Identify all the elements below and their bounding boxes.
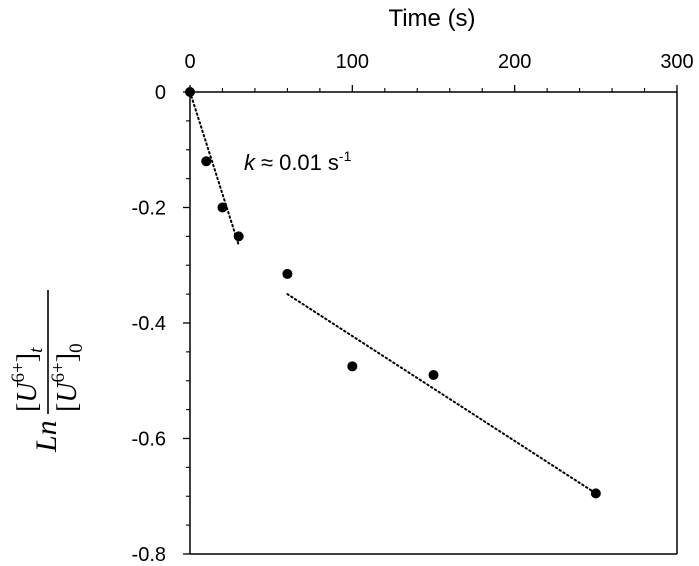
x-tick-label: 100 [336,51,369,73]
rate-unit-exponent: -1 [339,148,352,164]
trendline [189,91,240,247]
data-points [185,87,601,499]
data-point [282,268,293,279]
denominator-close-bracket: ] [52,353,83,362]
y-axis-title-denominator: [U6+]0 [48,343,87,412]
rate-relation: ≈ [261,150,273,175]
data-point [233,231,244,242]
rate-constant-annotation: k ≈0.01 s-1 [244,148,352,175]
denominator-species: U [52,381,83,403]
x-axis-title: Time (s) [388,5,475,32]
rate-symbol: k [244,150,256,175]
data-point [217,202,228,213]
x-tick-label: 200 [498,51,531,73]
data-point [201,156,212,167]
trendlines [189,91,597,495]
data-point [428,369,439,380]
data-point [590,488,601,499]
data-point [185,87,195,97]
numerator-open-bracket: [ [12,403,43,412]
numerator-subscript: t [26,347,47,353]
y-tick-label: -0.8 [132,544,166,566]
plot-frame [190,92,678,555]
numerator-charge: 6+ [8,362,29,382]
rate-value: 0.01 [279,150,322,175]
data-point [347,361,358,372]
x-tick-label: 300 [660,51,693,73]
y-tick-label: -0.4 [132,313,166,335]
y-axis-title-prefix: Ln [30,420,63,453]
rate-unit: s [328,150,339,175]
y-tick-label: -0.6 [132,429,166,451]
denominator-charge: 6+ [48,362,69,382]
denominator-open-bracket: [ [52,403,83,412]
trendline [286,293,597,495]
y-tick-label: -0.2 [132,198,166,220]
y-axis-title-numerator: [U6+]t [8,347,47,412]
y-axis-title: Ln [U6+]t [U6+]0 [8,290,87,453]
x-tick-label: 0 [184,51,195,73]
numerator-close-bracket: ] [12,353,43,362]
numerator-species: U [12,381,43,403]
x-axis: 0 100 200 300 [184,51,694,93]
y-tick-label: 0 [155,82,166,104]
y-axis: 0 -0.2 -0.4 -0.6 -0.8 [132,82,191,566]
denominator-subscript: 0 [66,343,87,353]
